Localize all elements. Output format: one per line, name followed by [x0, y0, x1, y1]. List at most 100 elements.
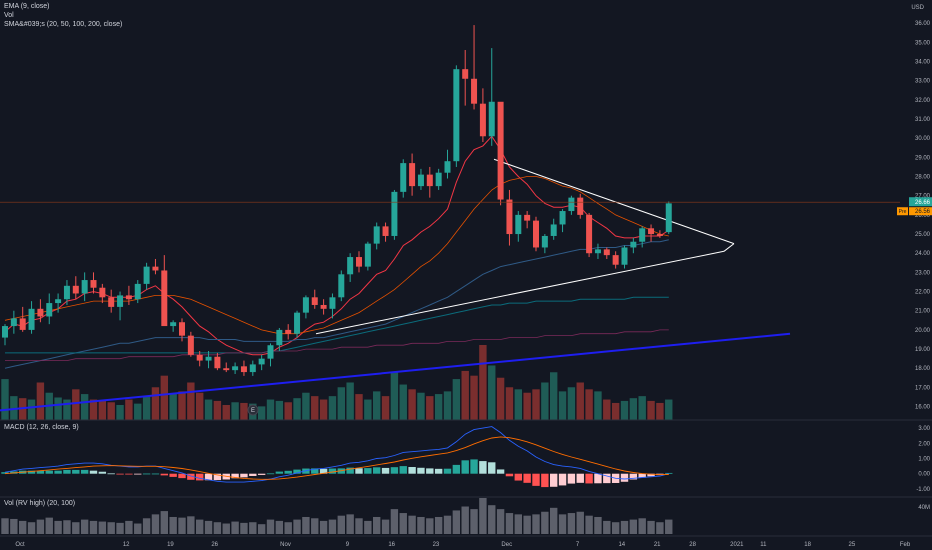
- volume-bar: [54, 397, 62, 420]
- pre-flag-text: Pre: [899, 209, 907, 215]
- legend-ema[interactable]: EMA (9, close): [4, 3, 50, 10]
- rv-bar: [381, 519, 390, 534]
- rv-bar: [390, 509, 399, 534]
- rv-bar: [45, 517, 53, 534]
- rv-volume-panel: 40M: [1, 498, 930, 534]
- rv-bar: [523, 515, 531, 534]
- x-tick-label: 9: [346, 542, 350, 548]
- macd-tick-label: -1.00: [916, 487, 930, 493]
- volume-bar: [222, 405, 230, 420]
- price-badges: E 26.66 Pre 26.56: [0, 197, 932, 416]
- volume-bar: [36, 382, 45, 420]
- macd-histogram-bar: [594, 473, 602, 484]
- legend-vol[interactable]: Vol: [4, 12, 14, 19]
- macd-histogram-bar: [558, 473, 567, 486]
- macd-histogram-bar: [346, 467, 354, 474]
- volume-bar: [638, 396, 646, 420]
- volume-bar: [302, 392, 310, 420]
- macd-histogram-bar: [80, 469, 89, 474]
- candlesticks: [2, 25, 672, 376]
- candle-body: [417, 174, 424, 187]
- candle-body: [506, 199, 513, 235]
- macd-histogram-bar: [72, 469, 80, 474]
- macd-histogram-bar: [27, 470, 36, 474]
- candle-body: [170, 322, 177, 327]
- volume-bar: [187, 382, 195, 420]
- candle-body: [559, 211, 566, 225]
- volume-bar: [408, 389, 416, 420]
- candle-body: [179, 322, 185, 336]
- candle-body: [240, 366, 247, 373]
- legend-rv[interactable]: Vol (RV high) (20, 100): [4, 500, 76, 507]
- macd-histogram-bar: [452, 464, 461, 474]
- rv-bar: [98, 521, 107, 534]
- legend-macd[interactable]: MACD (12, 26, close, 9): [4, 424, 79, 431]
- x-tick-label: Dec: [501, 542, 512, 548]
- macd-histogram-bar: [620, 473, 629, 482]
- candle-body: [311, 297, 318, 305]
- volume-bar: [452, 379, 461, 420]
- trend-drawings[interactable]: [0, 158, 791, 412]
- macd-histogram-bar: [54, 470, 62, 474]
- candle-body: [391, 191, 398, 236]
- volume-bar: [603, 399, 611, 420]
- volume-bar: [364, 399, 372, 420]
- y-tick-label: 26.00: [915, 213, 931, 219]
- legend-sma[interactable]: SMA&#039;s (20, 50, 100, 200, close): [4, 21, 123, 28]
- rv-bar: [275, 520, 284, 534]
- candle-body: [497, 101, 504, 200]
- long-trendline: [0, 332, 791, 412]
- macd-histogram-bar: [603, 473, 611, 484]
- candle-body: [338, 274, 345, 298]
- volume-bar: [523, 392, 531, 420]
- candle-body: [541, 235, 548, 248]
- candle-body: [134, 283, 141, 300]
- rv-bar: [266, 519, 275, 534]
- macd-line: [4, 436, 669, 480]
- rv-bar: [151, 514, 160, 534]
- macd-histogram-bar: [550, 473, 558, 487]
- y-tick-label: 30.00: [915, 136, 931, 142]
- candle-body: [81, 280, 88, 294]
- y-tick-label: 18.00: [915, 366, 931, 372]
- macd-histogram-bar: [355, 468, 363, 474]
- volume-bar: [558, 391, 567, 420]
- rv-bar: [249, 522, 257, 534]
- y-tick-label: 32.00: [915, 98, 931, 104]
- volume-bar: [328, 396, 337, 420]
- rv-bar: [408, 515, 416, 534]
- volume-bar: [98, 400, 107, 420]
- ma-line: [4, 239, 669, 369]
- macd-histogram-bar: [293, 469, 301, 474]
- rv-bar: [647, 520, 655, 534]
- macd-histogram-bar: [240, 473, 248, 478]
- macd-histogram-bar: [479, 461, 487, 474]
- rv-bar: [160, 511, 168, 534]
- rv-bar: [54, 520, 62, 534]
- candle-body: [28, 308, 35, 330]
- macd-histogram-bar: [629, 473, 638, 480]
- macd-histogram-bar: [532, 473, 540, 486]
- volume-bar: [204, 399, 213, 420]
- rv-bar: [532, 514, 540, 534]
- macd-histogram-bar: [1, 472, 9, 474]
- candle-body: [400, 163, 407, 192]
- macd-histogram-bar: [505, 473, 514, 477]
- macd-histogram-bar: [257, 473, 266, 475]
- x-tick-label: Nov: [280, 542, 291, 548]
- rv-bar: [594, 516, 602, 534]
- volume-bar: [390, 372, 399, 420]
- macd-histogram-bar: [311, 468, 319, 474]
- candle-body: [161, 270, 168, 327]
- candle-body: [462, 69, 469, 79]
- volume-bar: [319, 399, 328, 420]
- candle-body: [320, 304, 327, 309]
- volume-bar: [496, 377, 505, 420]
- candle-body: [621, 247, 628, 265]
- volume-bar: [107, 402, 115, 420]
- prev-close-text: 26.56: [915, 209, 931, 215]
- rv-bar: [355, 518, 363, 534]
- y-tick-label: 21.00: [915, 309, 931, 315]
- candle-body: [196, 354, 203, 361]
- volume-bar: [196, 392, 204, 420]
